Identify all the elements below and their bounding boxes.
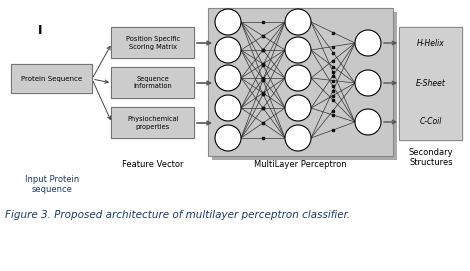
Text: H-Helix: H-Helix [417,38,445,47]
Text: E-Sheet: E-Sheet [416,79,446,88]
Circle shape [285,65,311,91]
FancyBboxPatch shape [11,64,93,93]
FancyBboxPatch shape [212,12,397,160]
Circle shape [285,95,311,121]
FancyBboxPatch shape [111,107,195,138]
Text: Position Specific
Scoring Matrix: Position Specific Scoring Matrix [126,37,180,50]
Text: Sequence
Information: Sequence Information [133,76,172,89]
Circle shape [285,37,311,63]
Text: MultiLayer Perceptron: MultiLayer Perceptron [254,160,347,169]
Text: Physiochemical
properties: Physiochemical properties [127,117,179,130]
Circle shape [215,37,241,63]
Circle shape [285,125,311,151]
Text: C-Coil: C-Coil [420,118,442,127]
FancyBboxPatch shape [208,8,393,156]
Text: Input Protein
sequence: Input Protein sequence [25,175,79,194]
Text: Figure 3. Proposed architecture of multilayer perceptron classifier.: Figure 3. Proposed architecture of multi… [5,210,350,220]
Circle shape [355,70,381,96]
Circle shape [215,9,241,35]
Circle shape [215,95,241,121]
Text: Feature Vector: Feature Vector [122,160,184,169]
Circle shape [285,9,311,35]
Circle shape [355,109,381,135]
FancyBboxPatch shape [400,27,462,141]
FancyBboxPatch shape [111,27,195,59]
Text: I: I [38,24,42,37]
Circle shape [215,125,241,151]
Circle shape [215,65,241,91]
Text: Protein Sequence: Protein Sequence [22,76,83,82]
Circle shape [355,30,381,56]
Text: Secondary
Structures: Secondary Structures [409,148,453,167]
FancyBboxPatch shape [111,67,195,99]
